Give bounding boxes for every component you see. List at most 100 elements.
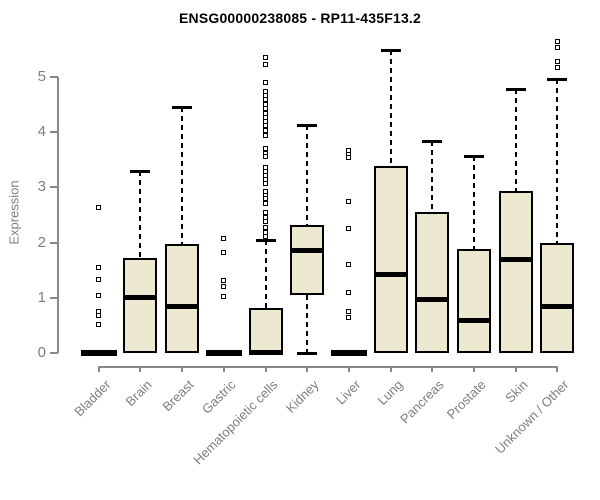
outlier-point <box>346 315 352 321</box>
x-tick <box>556 366 559 372</box>
lower-whisker-cap <box>297 352 318 356</box>
y-tick-label: 1 <box>37 288 46 306</box>
outlier-point <box>346 308 352 314</box>
upper-whisker-line <box>139 170 142 259</box>
upper-whisker-cap <box>172 106 193 110</box>
y-tick-label: 0 <box>37 344 46 362</box>
y-axis-line <box>57 76 59 354</box>
y-tick <box>50 186 58 189</box>
upper-whisker-line <box>306 125 309 225</box>
upper-whisker-line <box>514 89 517 191</box>
outlier-point <box>96 264 102 270</box>
x-tick <box>139 366 142 372</box>
median-line <box>498 257 533 263</box>
outlier-point <box>263 200 269 206</box>
upper-whisker-cap <box>547 78 568 82</box>
box <box>123 258 158 354</box>
median-line <box>456 317 491 323</box>
collapsed-median-line <box>330 350 367 357</box>
x-tick <box>347 366 350 372</box>
x-tick <box>181 366 184 372</box>
upper-whisker-cap <box>255 238 276 242</box>
upper-whisker-line <box>556 79 559 243</box>
x-axis-line <box>98 366 559 368</box>
outlier-point <box>221 235 227 241</box>
x-tick <box>306 366 309 372</box>
median-line <box>123 295 158 301</box>
y-tick <box>50 131 58 134</box>
upper-whisker-cap <box>505 88 526 92</box>
x-tick <box>514 366 517 372</box>
y-tick <box>50 241 58 244</box>
median-line <box>540 304 575 310</box>
collapsed-median-line <box>80 350 117 357</box>
box <box>373 165 408 354</box>
median-line <box>165 304 200 310</box>
upper-whisker-cap <box>380 48 401 52</box>
outlier-point <box>263 218 269 224</box>
outlier-point <box>96 276 102 282</box>
outlier-point <box>263 123 269 129</box>
outlier-point <box>96 322 102 328</box>
outlier-point <box>263 180 269 186</box>
upper-whisker-cap <box>297 124 318 128</box>
outlier-point <box>554 45 560 51</box>
median-line <box>415 297 450 303</box>
outlier-point <box>96 205 102 211</box>
box <box>540 242 575 354</box>
upper-whisker-line <box>389 49 392 166</box>
x-tick <box>222 366 225 372</box>
outlier-point <box>96 313 102 319</box>
outlier-point <box>263 153 269 159</box>
outlier-point <box>221 278 227 284</box>
box <box>498 190 533 354</box>
box <box>248 308 283 354</box>
chart-title: ENSG00000238085 - RP11-435F13.2 <box>178 10 422 26</box>
outlier-point <box>263 133 269 139</box>
outlier-point <box>221 283 227 289</box>
outlier-point <box>554 58 560 64</box>
x-tick <box>431 366 434 372</box>
box <box>290 224 325 296</box>
lower-whisker-line <box>306 295 309 354</box>
box <box>456 248 491 354</box>
box <box>165 244 200 354</box>
outlier-point <box>346 198 352 204</box>
upper-whisker-cap <box>463 155 484 159</box>
x-tick <box>472 366 475 372</box>
outlier-point <box>263 54 269 60</box>
x-tick <box>97 366 100 372</box>
median-line <box>373 271 408 277</box>
upper-whisker-cap <box>130 169 151 173</box>
outlier-point <box>263 62 269 68</box>
outlier-point <box>96 292 102 298</box>
upper-whisker-line <box>431 141 434 212</box>
y-tick <box>50 75 58 78</box>
x-tick <box>389 366 392 372</box>
outlier-point <box>263 80 269 86</box>
outlier-point <box>554 38 560 44</box>
y-tick <box>50 352 58 355</box>
y-tick-label: 3 <box>37 178 46 196</box>
upper-whisker-line <box>472 156 475 249</box>
outlier-point <box>346 262 352 268</box>
median-line <box>290 248 325 254</box>
collapsed-median-line <box>205 350 242 357</box>
outlier-point <box>346 226 352 232</box>
y-tick <box>50 296 58 299</box>
x-tick <box>264 366 267 372</box>
y-tick-label: 4 <box>37 123 46 141</box>
outlier-point <box>346 154 352 160</box>
outlier-point <box>263 234 269 240</box>
outlier-point <box>263 128 269 134</box>
upper-whisker-line <box>181 107 184 245</box>
outlier-point <box>221 293 227 299</box>
outlier-point <box>554 65 560 71</box>
median-line <box>248 349 283 355</box>
box <box>415 211 450 354</box>
upper-whisker-line <box>264 239 267 309</box>
y-tick-label: 2 <box>37 233 46 251</box>
upper-whisker-cap <box>422 140 443 144</box>
